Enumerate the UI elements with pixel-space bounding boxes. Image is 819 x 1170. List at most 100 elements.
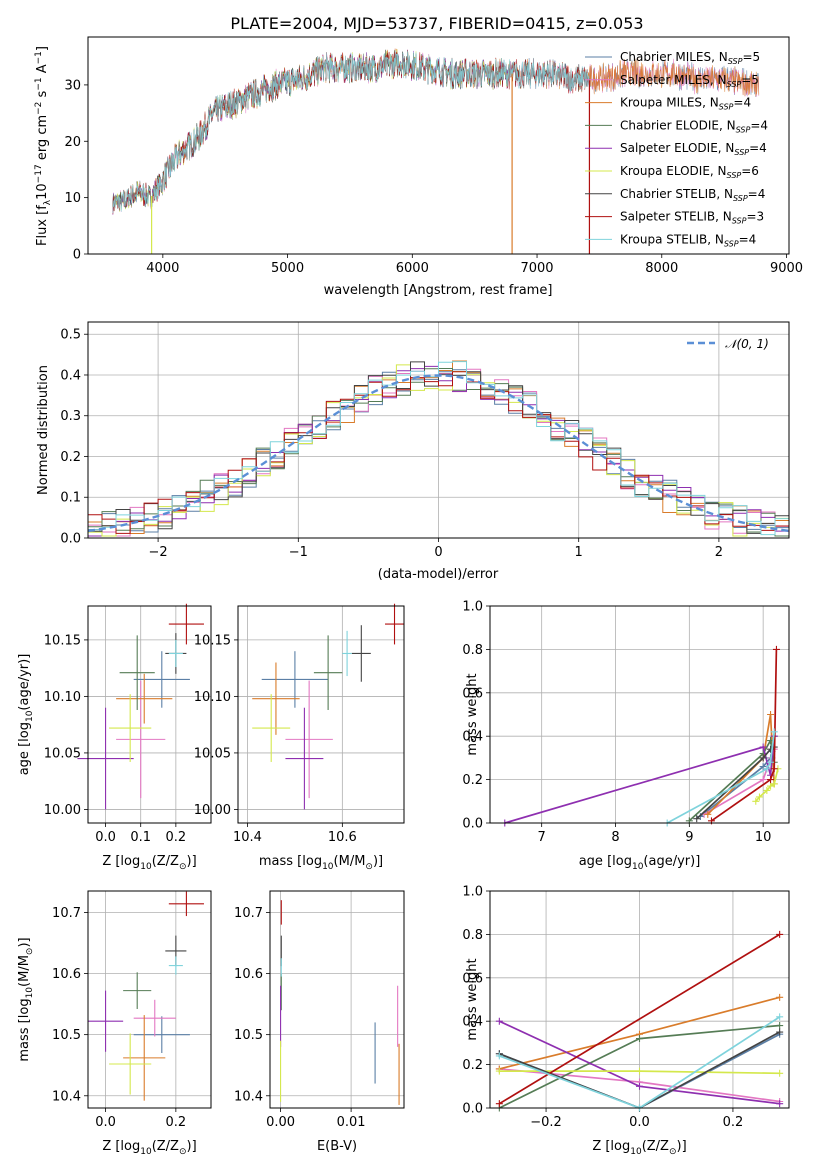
x-axis-label-part: wavelength [Angstrom, rest frame] [324, 283, 553, 298]
y-axis-label-part: ⊙ [25, 948, 35, 956]
legend-entry: Salpeter MILES, NSSP=5 [620, 73, 759, 89]
y-tick-label: 0.4 [462, 1015, 483, 1030]
y-tick-label: 0.0 [462, 1102, 483, 1117]
legend-nssp-sub: SSP [727, 80, 742, 89]
spectrum-panel: 4000 5000 6000 7000 8000 9000 0 10 20 30 wavelengt… [34, 36, 803, 298]
legend-nssp-value: 5 [753, 50, 761, 64]
x-axis-label-part: (M/M [334, 854, 366, 869]
legend-nssp-sub: SSP [719, 103, 734, 112]
data-point-marker [776, 930, 784, 938]
legend-nssp-sub: SSP [736, 125, 751, 134]
y-axis-label: Flux [fλ10−17 erg cm−2 s−1 A−1] [34, 46, 53, 246]
y-tick-label: 10.6 [52, 967, 81, 982]
x-tick-label: 0.1 [130, 830, 151, 845]
x-tick-label: 8 [611, 830, 619, 845]
data-point-marker [495, 1052, 503, 1060]
legend-entry: Kroupa MILES, NSSP=4 [620, 96, 751, 112]
y-tick-label: 0.4 [462, 730, 483, 745]
legend-equals: = [741, 164, 751, 178]
spectrum-line [112, 50, 590, 214]
y-axis-label: age [log10(age/yr)] [17, 654, 35, 776]
axes-frame [269, 890, 405, 1109]
mass-vs-metallicity-panel: 0.0 0.210.410.510.610.7Z [log10(Z/Z⊙)]mas… [17, 890, 212, 1157]
legend-entry: Salpeter STELIB, NSSP=3 [620, 210, 764, 226]
data-point-marker [759, 763, 767, 771]
x-tick-label: 0.2 [166, 830, 187, 845]
legend-nssp-sub: SSP [727, 171, 742, 180]
legend-series-name: Chabrier MILES [620, 50, 711, 64]
x-tick-label: 0.0 [629, 1115, 650, 1130]
x-axis-label-part: ⊙ [179, 1147, 187, 1157]
legend-nssp-value: 3 [757, 210, 765, 224]
legend-equals: = [749, 141, 759, 155]
data-point-marker [763, 786, 771, 794]
x-tick-label: −1 [289, 545, 308, 560]
y-tick-label: 10.4 [52, 1089, 81, 1104]
x-tick-label: 8000 [645, 261, 678, 276]
data-point-marker [495, 1100, 503, 1108]
y-tick-label: 0.8 [462, 928, 483, 943]
x-axis-label-part: )] [187, 1139, 197, 1154]
data-point-marker [770, 728, 778, 736]
mass-weight-vs-metallicity-panel: −0.2 0.0 0.2 0.0 0.2 0.4 0.6 0.8 1.0 Z [log10(Z/Z… [462, 885, 790, 1157]
data-point-marker [767, 711, 775, 718]
y-axis-label-part: −1 [34, 51, 44, 64]
legend-entry: Chabrier MILES, NSSP=5 [620, 50, 760, 66]
data-point-marker [770, 780, 778, 788]
y-axis-label-part: Normed distribution [36, 365, 51, 495]
legend-nssp-sub: SSP [733, 194, 748, 203]
data-point-marker [763, 765, 771, 773]
y-tick-label: 0 [73, 248, 81, 263]
axes-frame [87, 36, 790, 255]
y-axis-label-part: A [35, 64, 50, 77]
y-tick-label: 10.7 [234, 906, 263, 921]
x-axis-label: Z [log10(Z/Z⊙)] [592, 1139, 686, 1157]
legend-nssp-prefix: , N [715, 210, 732, 224]
legend-nssp-value: 6 [751, 164, 759, 178]
legend-nssp-value: 4 [743, 96, 751, 110]
y-axis-label-part: mass [log [17, 998, 32, 1061]
normal-curve [87, 374, 790, 533]
y-tick-label: 1.0 [462, 885, 483, 900]
legend-nssp-sub: SSP [724, 239, 739, 248]
legend-entry: Chabrier STELIB, NSSP=4 [620, 187, 765, 203]
x-tick-label: 0.0 [95, 1115, 116, 1130]
figure-title: PLATE=2004, MJD=53737, FIBERID=0415, z=0… [230, 14, 643, 33]
x-tick-label: 0.0 [95, 830, 116, 845]
legend-series-name: Salpeter ELODIE [620, 141, 718, 155]
y-axis-label-part: age [log [17, 722, 32, 775]
x-tick-label: 6000 [396, 261, 429, 276]
y-axis-label: mass weight [465, 673, 480, 755]
x-axis-label-part: 10 [322, 862, 334, 872]
y-axis-label-part: −17 [34, 164, 44, 183]
y-axis-label-part: (M/M [17, 955, 32, 987]
y-tick-label: 0.2 [462, 1058, 483, 1073]
x-tick-label: 10 [755, 830, 772, 845]
y-tick-label: 10.4 [234, 1089, 263, 1104]
data-point-marker [767, 776, 775, 784]
data-point-marker [693, 815, 701, 823]
x-axis-label-part: ⊙ [365, 862, 373, 872]
y-tick-label: 0.5 [60, 328, 81, 343]
y-tick-label: 10.5 [234, 1028, 263, 1043]
y-axis-label-part: s [35, 90, 50, 101]
x-axis-label-part: Z [log [102, 1139, 140, 1154]
legend-nssp-prefix: , N [710, 73, 727, 87]
y-axis-label-part: )] [17, 937, 32, 947]
y-tick-label: 10.10 [44, 690, 81, 705]
legend-equals: = [733, 96, 743, 110]
legend-series-name: Salpeter STELIB [620, 210, 715, 224]
legend-nssp-prefix: , N [702, 96, 719, 110]
legend-entry: Kroupa ELODIE, NSSP=6 [620, 164, 759, 180]
legend-series-name: Kroupa ELODIE [620, 164, 710, 178]
x-axis-label-part: 10 [630, 1147, 642, 1157]
y-tick-label: 30 [64, 78, 81, 93]
axes-frame [87, 890, 212, 1109]
legend-equals: = [748, 187, 758, 201]
data-point-marker [770, 765, 778, 773]
y-tick-label: 10.00 [44, 803, 81, 818]
x-tick-label: 2 [715, 545, 723, 560]
y-axis-label-part: mass weight [465, 958, 480, 1040]
